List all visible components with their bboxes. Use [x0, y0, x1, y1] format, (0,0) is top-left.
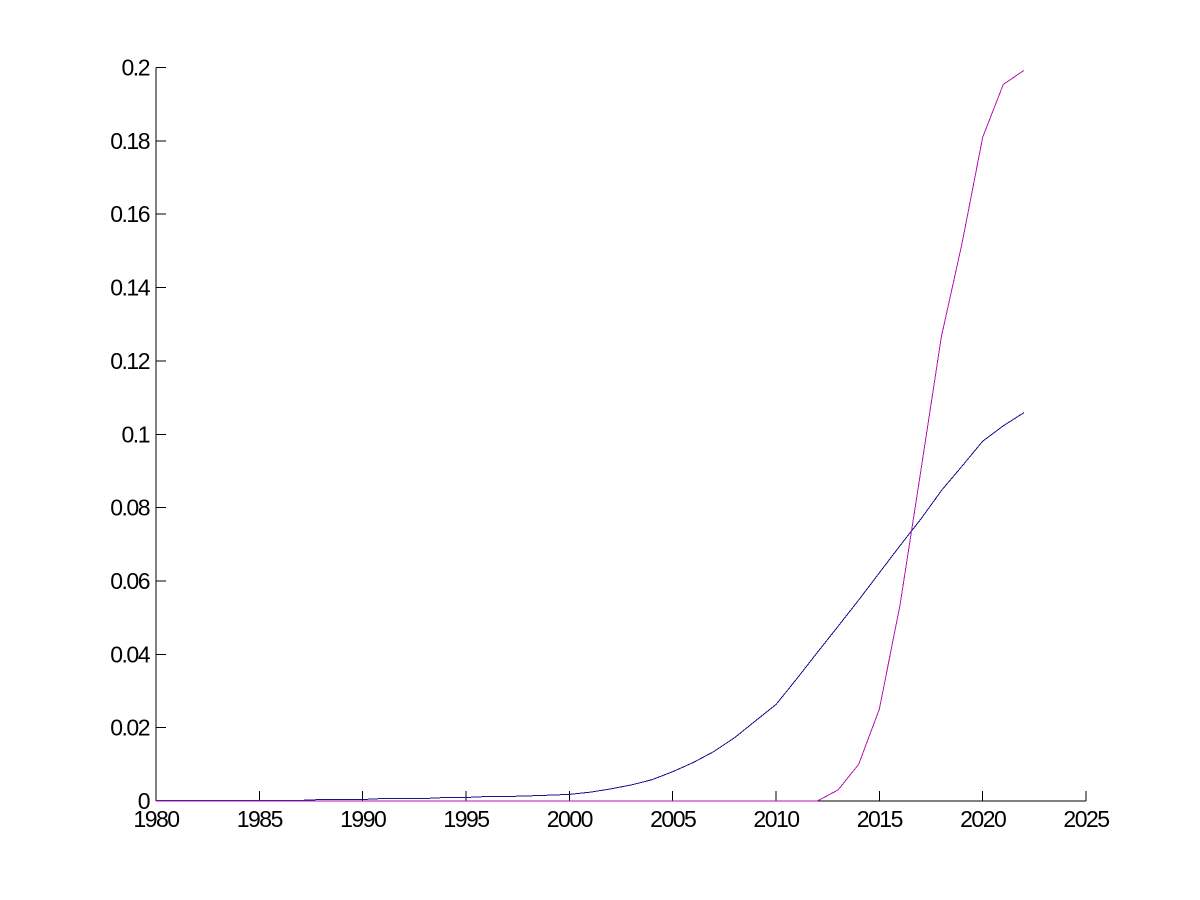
- svg-text:2015: 2015: [857, 806, 903, 832]
- svg-text:0.1: 0.1: [122, 421, 150, 447]
- svg-text:1980: 1980: [133, 806, 179, 832]
- svg-text:0.04: 0.04: [110, 641, 150, 667]
- svg-text:0.12: 0.12: [110, 348, 149, 374]
- svg-text:0.2: 0.2: [122, 55, 150, 81]
- svg-text:0.02: 0.02: [110, 715, 149, 741]
- svg-text:2020: 2020: [960, 806, 1006, 832]
- svg-text:0: 0: [138, 788, 150, 814]
- svg-text:0.08: 0.08: [110, 495, 149, 521]
- svg-text:2005: 2005: [650, 806, 696, 832]
- svg-text:0.16: 0.16: [110, 201, 149, 227]
- svg-text:1985: 1985: [237, 806, 283, 832]
- svg-text:2000: 2000: [547, 806, 593, 832]
- svg-text:0.14: 0.14: [110, 275, 150, 301]
- svg-text:0.06: 0.06: [110, 568, 149, 594]
- svg-text:1995: 1995: [443, 806, 489, 832]
- svg-text:2010: 2010: [753, 806, 799, 832]
- svg-text:0.18: 0.18: [110, 128, 149, 154]
- svg-text:2025: 2025: [1063, 806, 1109, 832]
- svg-text:1990: 1990: [340, 806, 386, 832]
